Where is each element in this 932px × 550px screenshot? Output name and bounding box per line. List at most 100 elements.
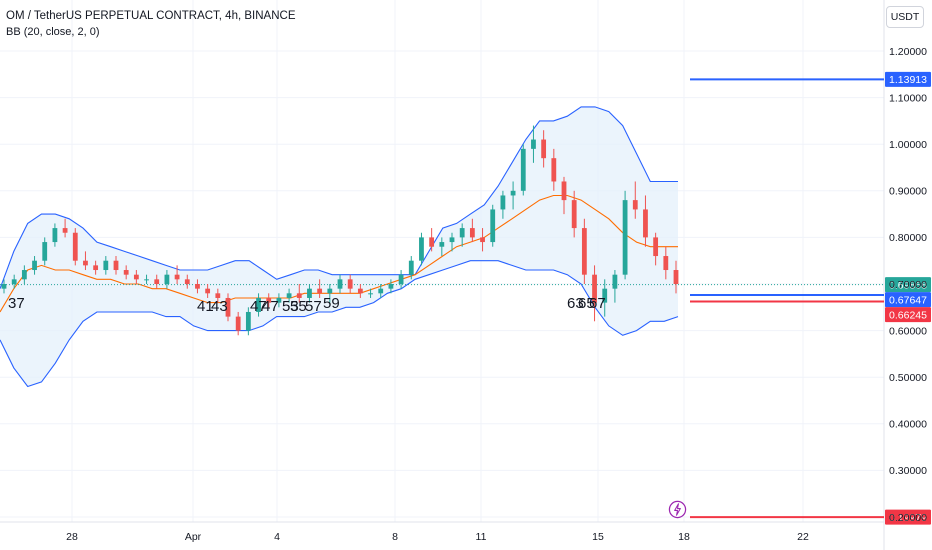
candle-body <box>531 139 536 149</box>
annotation-number: 47 <box>250 298 267 315</box>
annotation-number: 67 <box>589 295 606 312</box>
price-label-box <box>885 292 931 308</box>
candle-body <box>469 228 475 238</box>
x-tick-label: 28 <box>66 531 78 543</box>
x-tick-label: 18 <box>678 531 690 543</box>
candle-body <box>103 260 109 271</box>
y-tick-label: 0.80000 <box>889 232 927 244</box>
candle-body <box>184 279 190 284</box>
candle-body <box>602 288 608 303</box>
x-tick-label: 15 <box>592 531 604 543</box>
candle-body <box>11 279 17 284</box>
lightning-icon[interactable] <box>668 500 687 519</box>
candle-body <box>113 260 119 271</box>
currency-button[interactable]: USDT <box>886 6 924 28</box>
bb-upper-line <box>0 106 678 289</box>
candle-body <box>347 279 353 289</box>
candle-body <box>93 265 99 271</box>
y-tick-label: 1.20000 <box>889 46 927 58</box>
price-label-text: 0.69868 <box>889 279 927 291</box>
candle-body <box>378 288 384 294</box>
chart-legend: OM / TetherUS PERPETUAL CONTRACT, 4h, BI… <box>6 8 296 40</box>
candle-body <box>551 158 557 182</box>
y-tick-label: 0.40000 <box>889 419 927 431</box>
candle-body <box>368 293 373 295</box>
y-tick-label: 1.00000 <box>889 139 927 151</box>
candle-body <box>459 228 465 238</box>
candle-body <box>643 209 648 238</box>
candle-body <box>62 228 68 233</box>
bb-fill <box>0 106 678 387</box>
candle-body <box>42 242 48 261</box>
price-label-box <box>885 307 931 323</box>
y-tick-label: 0.20000 <box>889 512 927 524</box>
candle-body <box>174 274 180 280</box>
y-tick-label: 0.70000 <box>889 279 927 291</box>
symbol-title[interactable]: OM / TetherUS PERPETUAL CONTRACT, 4h, BI… <box>6 10 296 22</box>
x-tick-label: 8 <box>392 531 398 543</box>
candle-body <box>205 288 211 294</box>
candle-body <box>337 279 343 289</box>
candle-body <box>235 316 241 331</box>
y-tick-label: 0.60000 <box>889 325 927 337</box>
y-tick-label: 0.30000 <box>889 465 927 477</box>
candle-body <box>622 200 628 275</box>
y-tick-label: 0.90000 <box>889 186 927 198</box>
candle-body <box>541 139 547 159</box>
price-label-box <box>885 71 931 87</box>
candle-body <box>673 270 679 284</box>
candle-body <box>317 288 323 294</box>
candle-body <box>561 181 567 201</box>
x-tick-label: 11 <box>476 531 487 543</box>
x-tick-label: 4 <box>274 531 280 543</box>
y-tick-label: 1.10000 <box>889 92 927 104</box>
candle-body <box>398 274 404 284</box>
annotation-number: 43 <box>211 298 228 315</box>
candle-body <box>653 237 659 257</box>
annotation-number: 47 <box>262 298 279 315</box>
bb-lower-line <box>0 260 679 388</box>
candle-body <box>1 284 7 289</box>
annotation-number: 63 <box>567 295 584 312</box>
candle-body <box>520 148 526 191</box>
price-label-text: 0.66245 <box>889 309 927 321</box>
candle-body <box>612 274 618 289</box>
candle-body <box>164 274 170 284</box>
candles <box>1 125 679 336</box>
candle-body <box>144 279 149 281</box>
candle-body <box>480 237 485 243</box>
candle-body <box>133 274 139 280</box>
candle-body <box>245 311 251 331</box>
x-axis[interactable]: 28 Apr 4 8 11 15 18 22 <box>66 531 809 543</box>
indicator-label[interactable]: BB (20, close, 2, 0) <box>6 26 100 38</box>
price-label-text: 0.67647 <box>889 294 927 306</box>
candle-body <box>439 242 445 247</box>
annotation-number: 55 <box>290 298 307 315</box>
candle-body <box>83 260 88 266</box>
candle-body <box>276 297 282 303</box>
candle-body <box>225 297 231 317</box>
candle-body <box>327 288 333 294</box>
annotation-number: 57 <box>305 298 322 315</box>
price-levels: 1.13913 0.69868 0.67647 0.66245 0.19979 <box>690 71 931 525</box>
candle-body <box>32 260 37 271</box>
candle-body <box>632 200 638 210</box>
candle-body <box>449 237 455 243</box>
candle-body <box>296 293 302 298</box>
annotation-number: 53 <box>282 298 299 315</box>
candle-body <box>510 190 516 196</box>
annotation-number: 37 <box>8 295 25 312</box>
candle-body <box>571 200 577 229</box>
price-label-box <box>885 277 931 293</box>
y-axis[interactable]: 1.20000 1.10000 1.00000 0.90000 0.80000 0.700… <box>889 46 927 524</box>
annotation-number: 59 <box>323 295 340 312</box>
candle-body <box>357 288 363 294</box>
candle-body <box>663 256 669 271</box>
candle-body <box>500 195 506 210</box>
candle-body <box>21 270 27 280</box>
candle-body <box>286 293 292 298</box>
price-label-text: 1.13913 <box>889 74 927 86</box>
candle-body <box>52 228 58 243</box>
